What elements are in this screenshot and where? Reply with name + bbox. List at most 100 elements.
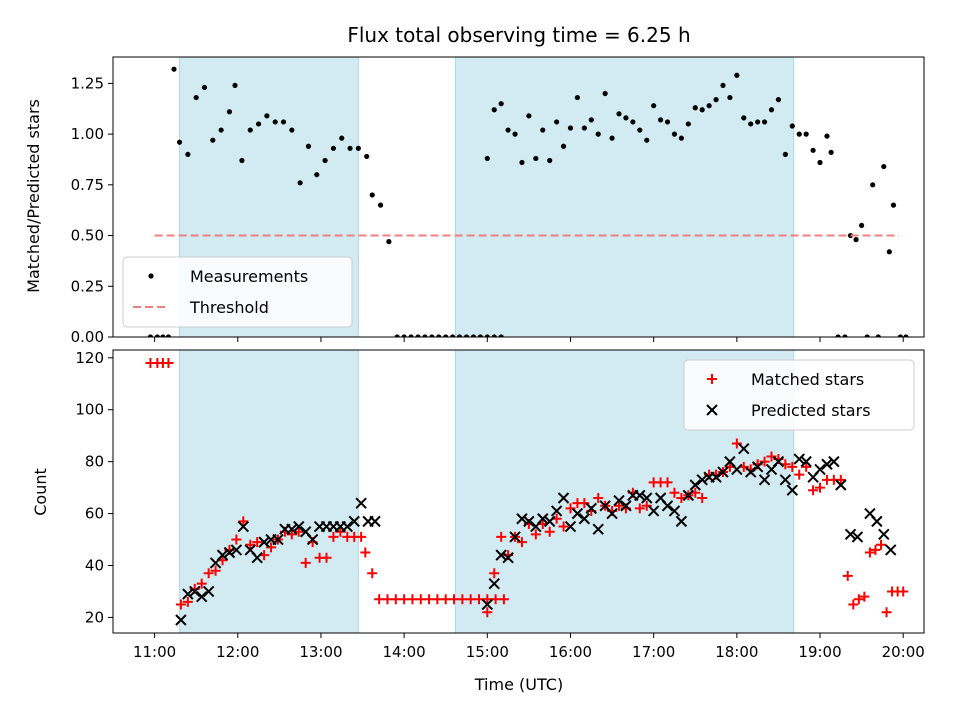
measurement-point <box>588 117 594 123</box>
legend-label: Threshold <box>189 298 269 317</box>
x-tick-label: 13:00 <box>299 643 342 661</box>
predicted-star-point <box>851 531 864 543</box>
matched-star-point <box>360 547 371 558</box>
predicted-star-point <box>885 544 897 556</box>
predicted-star-point <box>286 523 298 535</box>
predicted-star-point <box>606 507 618 520</box>
measurement-point <box>185 151 191 157</box>
predicted-star-point <box>537 513 549 525</box>
predicted-star-point <box>564 520 577 533</box>
measurement-point <box>630 119 636 125</box>
measurement-point <box>720 82 726 89</box>
chart-title: Flux total observing time = 6.25 h <box>347 23 690 47</box>
x-tick-label: 17:00 <box>632 643 675 661</box>
predicted-star-point <box>578 513 591 525</box>
measurement-point <box>835 334 841 337</box>
legend-marker <box>707 374 717 384</box>
predicted-star-point <box>348 515 360 528</box>
measurement-point <box>289 127 295 133</box>
y-tick-label: 40 <box>85 556 104 574</box>
measurement-point <box>512 131 518 137</box>
matched-star-point <box>182 596 193 607</box>
predicted-star-point <box>786 484 799 496</box>
measurement-point <box>713 97 719 103</box>
predicted-star-point <box>647 505 660 517</box>
matched-star-point <box>669 487 680 498</box>
predicted-star-point <box>779 474 792 486</box>
matched-star-point <box>876 539 887 550</box>
predicted-star-point <box>821 458 833 470</box>
y-tick-label: 80 <box>85 453 104 471</box>
measurement-point <box>491 107 497 113</box>
matched-star-point <box>266 542 277 553</box>
measurement-point <box>526 113 532 119</box>
legend-marker <box>148 273 154 279</box>
matched-star-point <box>731 438 742 449</box>
measurement-point <box>264 113 270 119</box>
y-tick-label: 20 <box>85 608 104 626</box>
x-tick-label: 18:00 <box>715 643 758 661</box>
predicted-star-point <box>661 500 674 512</box>
measurement-point <box>505 127 511 133</box>
measurement-point <box>218 127 224 133</box>
matched-star-point <box>175 599 186 610</box>
predicted-star-point <box>223 546 236 559</box>
shaded-interval <box>454 349 795 634</box>
predicted-star-point <box>481 598 494 611</box>
predicted-star-point <box>675 515 688 528</box>
measurement-point <box>322 157 328 164</box>
predicted-star-point <box>202 585 215 598</box>
measurement-point <box>280 119 287 125</box>
measurement-point <box>886 249 892 255</box>
matched-star-point <box>614 500 625 511</box>
predicted-star-point <box>682 489 695 502</box>
matched-star-point <box>787 461 798 472</box>
x-tick-label: 14:00 <box>383 643 426 661</box>
measurement-point <box>817 159 823 166</box>
y-tick-label: 0.75 <box>71 176 104 194</box>
predicted-star-point <box>710 471 722 483</box>
matched-star-point <box>662 477 673 488</box>
measurement-point <box>881 163 887 170</box>
predicted-star-point <box>793 453 805 465</box>
top-y-axis-label: Matched/Predicted stars <box>24 99 43 293</box>
predicted-star-point <box>731 463 743 476</box>
top-panel: 0.00 0.25 0.50 0.75 1.00 1.25 Measurements Thre… <box>71 56 925 346</box>
measurement-point <box>664 119 671 125</box>
plot-area <box>147 66 909 337</box>
shaded-interval <box>454 56 795 338</box>
measurement-point <box>484 334 490 337</box>
measurement-point <box>355 145 361 151</box>
measurement-point <box>415 334 421 337</box>
x-tick-label: 15:00 <box>466 643 509 661</box>
measurement-point <box>364 153 370 160</box>
predicted-star-point <box>306 533 319 546</box>
measurement-point <box>859 222 865 229</box>
legend-box <box>122 256 353 328</box>
measurement-point <box>595 131 601 137</box>
measurement-point <box>875 334 881 337</box>
measurement-point <box>171 66 177 72</box>
measurement-point <box>484 155 490 162</box>
matched-star-point <box>356 531 367 542</box>
measurement-point <box>247 127 253 133</box>
bottom-panel: 11:00 12:00 13:00 14:00 15:00 16:00 17:00 18:00… <box>75 349 924 661</box>
matched-star-point <box>482 607 493 618</box>
bottom-y-axis-label: Count <box>31 468 50 516</box>
predicted-star-point <box>571 507 584 520</box>
measurement-point <box>201 84 208 91</box>
x-tick-label: 12:00 <box>216 643 259 661</box>
predicted-star-point <box>772 455 785 468</box>
measurement-point <box>339 135 345 141</box>
measurement-point <box>828 149 834 155</box>
matched-star-point <box>697 492 708 503</box>
x-tick-label: 11:00 <box>133 643 176 661</box>
measurement-point <box>782 151 788 157</box>
matched-star-point <box>163 357 174 368</box>
matched-star-point <box>808 485 819 496</box>
predicted-star-point <box>668 505 681 517</box>
measurement-point <box>567 125 574 131</box>
matched-star-point <box>864 547 875 558</box>
measurement-point <box>864 334 870 337</box>
measurement-point <box>796 131 802 137</box>
